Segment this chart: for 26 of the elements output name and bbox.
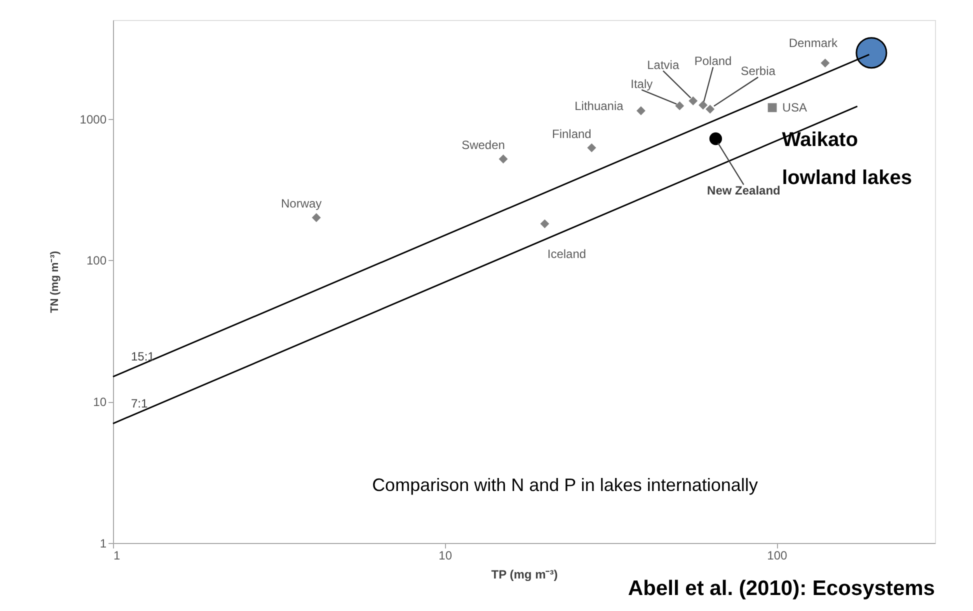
y-tick-label: 100: [86, 254, 107, 268]
annotation: Comparison with N and P in lakes internationally: [372, 475, 758, 495]
x-tick-label: 100: [767, 548, 788, 562]
text: Abell et al. (2010): Ecosystems: [628, 577, 935, 600]
x-axis-title: TP (mg m⁻³): [491, 568, 558, 582]
x-tick-label: 10: [438, 548, 452, 562]
annotation: USA: [782, 100, 807, 115]
annotation: Iceland: [547, 246, 586, 261]
annotation: Denmark: [788, 36, 838, 50]
annotation: Lithuania: [574, 98, 624, 113]
annotation: Serbia: [740, 64, 776, 78]
y-tick-label: 10: [93, 395, 107, 410]
annotation: Poland: [694, 54, 732, 68]
y-tick-label: 1000: [80, 112, 107, 126]
annotation: Latvia: [647, 58, 680, 72]
x-tick-label: 1: [114, 548, 120, 562]
series-label: 15:1: [131, 350, 155, 364]
annotation: Italy: [630, 76, 653, 91]
annotation: Norway: [281, 196, 322, 211]
annotation: Waikato lowland lakes: [782, 129, 912, 189]
annotation: New Zealand: [707, 184, 780, 198]
annotation: Sweden: [462, 138, 505, 152]
y-axis-title: TN (mg m⁻³): [48, 250, 61, 314]
series-label: 7:1: [131, 396, 148, 411]
annotation: Finland: [552, 126, 592, 141]
y-tick-label: 1: [100, 536, 107, 550]
